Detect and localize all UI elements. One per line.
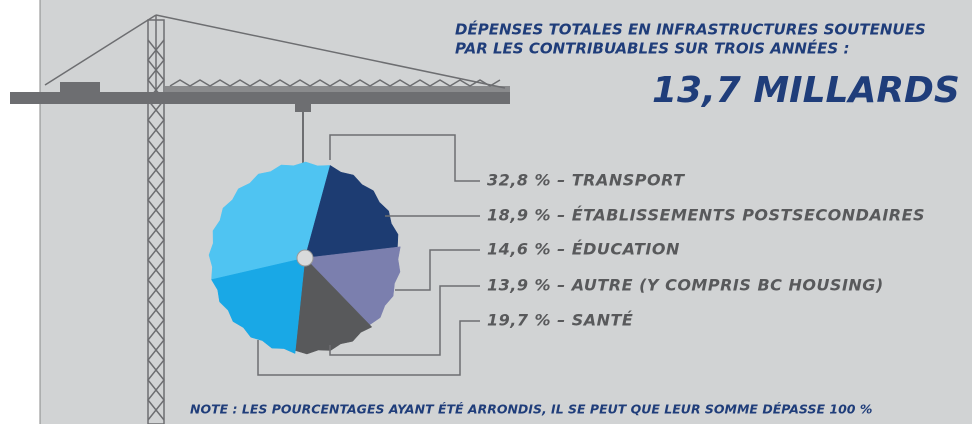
- slice-label: 18,9 % – ÉTABLISSEMENTS POSTSECONDAIRES: [487, 206, 925, 225]
- total-amount: 13,7 MILLARDS $: [652, 70, 972, 111]
- title-line-2: PAR LES CONTRIBUABLES SUR TROIS ANNÉES :: [455, 39, 849, 58]
- slice-label: 19,7 % – SANTÉ: [487, 311, 633, 330]
- title-line-1: DÉPENSES TOTALES EN INFRASTRUCTURES SOUT…: [455, 20, 926, 39]
- pie-hub: [297, 250, 313, 266]
- note: NOTE : LES POURCENTAGES AYANT ÉTÉ ARROND…: [190, 402, 872, 417]
- chart: DÉPENSES TOTALES EN INFRASTRUCTURES SOUT…: [0, 0, 972, 424]
- slice-label: 32,8 % – TRANSPORT: [487, 171, 685, 190]
- slice-label: 13,9 % – AUTRE (Y COMPRIS BC HOUSING): [487, 276, 884, 295]
- left-margin: [0, 0, 40, 424]
- slice-label: 14,6 % – ÉDUCATION: [487, 240, 680, 259]
